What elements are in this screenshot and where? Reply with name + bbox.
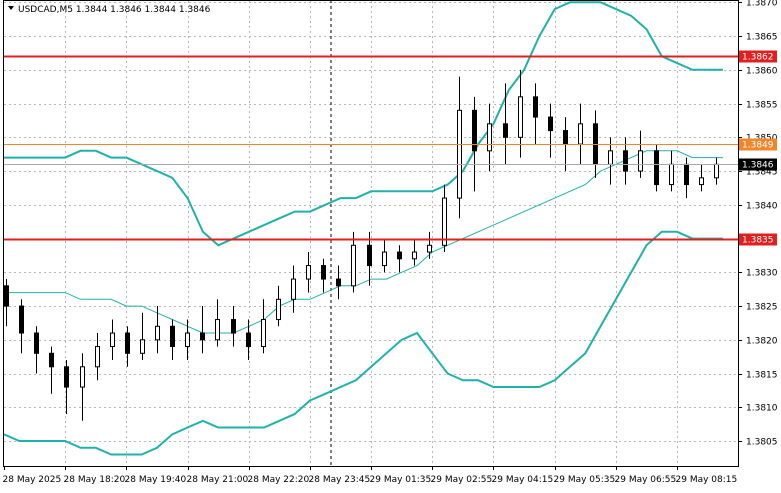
candle xyxy=(276,285,281,327)
time-tick-label: 29 May 01:35 xyxy=(370,475,432,485)
candle xyxy=(623,137,628,185)
candle xyxy=(155,306,160,354)
candle xyxy=(412,238,417,266)
candle xyxy=(336,265,341,300)
candle xyxy=(200,306,205,354)
time-tick-label: 29 May 08:15 xyxy=(676,475,738,485)
time-tick-label: 28 May 19:40 xyxy=(125,475,187,485)
price-tick-label: 1.3825 xyxy=(746,303,778,313)
candle xyxy=(185,319,190,361)
price-tick-label: 1.3865 xyxy=(746,33,778,43)
symbol-header: USDCAD,M5 1.3844 1.3846 1.3844 1.3846 xyxy=(18,5,211,15)
candle xyxy=(427,231,432,259)
candle xyxy=(503,83,508,165)
price-tick-label: 1.3870 xyxy=(746,0,778,9)
candle xyxy=(246,319,251,361)
candle xyxy=(654,144,659,192)
time-tick-label: 29 May 04:15 xyxy=(492,475,554,485)
price-tick-label: 1.3815 xyxy=(746,371,778,381)
candle xyxy=(95,333,100,381)
bollinger-lower-line xyxy=(3,230,723,456)
candle xyxy=(291,265,296,313)
candle xyxy=(4,279,9,327)
current-price-badge xyxy=(739,158,777,171)
candle xyxy=(34,326,39,374)
candle xyxy=(457,76,462,219)
candlesticks xyxy=(4,69,719,421)
bollinger-bands xyxy=(3,1,723,456)
time-tick-label: 28 May 18:20 xyxy=(64,475,126,485)
price-tick-label: 1.3855 xyxy=(746,101,778,111)
candle xyxy=(382,238,387,273)
candle xyxy=(215,299,220,347)
pivot-price-label: 1.3849 xyxy=(742,141,774,151)
candle xyxy=(367,231,372,286)
price-tick-label: 1.3860 xyxy=(746,67,778,77)
candle xyxy=(699,164,704,192)
price-badges: 1.3862 1.3849 1.3835 1.3846 xyxy=(739,50,777,246)
resistance-price-badge xyxy=(739,50,777,63)
candle xyxy=(64,360,69,415)
symbol-dropdown-icon[interactable] xyxy=(8,6,14,10)
candle xyxy=(140,312,145,361)
candle xyxy=(261,299,266,354)
candle xyxy=(231,306,236,347)
time-tick-label: 29 May 05:35 xyxy=(554,475,616,485)
grid xyxy=(4,1,738,466)
candle xyxy=(110,319,115,361)
candle xyxy=(533,83,538,145)
time-tick-label: 28 May 21:00 xyxy=(187,475,249,485)
candle xyxy=(548,103,553,158)
candle xyxy=(638,130,643,178)
horizontal-levels[interactable] xyxy=(4,55,738,241)
candle xyxy=(80,353,85,421)
candle xyxy=(49,346,54,394)
current-price-label: 1.3846 xyxy=(742,161,774,171)
time-tick-label: 28 May 23:45 xyxy=(309,475,371,485)
price-tick-label: 1.3840 xyxy=(746,202,778,212)
price-tick-label: 1.3805 xyxy=(746,438,778,448)
time-tick-label: 29 May 02:55 xyxy=(431,475,493,485)
candle xyxy=(684,157,689,199)
candle xyxy=(125,326,130,367)
candle xyxy=(170,319,175,361)
candle xyxy=(669,150,674,192)
price-tick-label: 1.3810 xyxy=(746,404,778,414)
candle xyxy=(397,245,402,273)
bollinger-upper-line xyxy=(4,1,723,247)
support-price-badge xyxy=(739,233,777,246)
candle xyxy=(487,103,492,172)
candle xyxy=(714,157,719,185)
time-axis: 28 May 2025 28 May 18:20 28 May 19:40 28 Ma… xyxy=(3,466,738,485)
candle xyxy=(321,258,326,293)
support-price-label: 1.3835 xyxy=(742,236,774,246)
pivot-price-badge xyxy=(739,138,777,151)
candle xyxy=(518,69,523,158)
candle xyxy=(442,184,447,253)
candle xyxy=(19,299,24,354)
price-tick-label: 1.3830 xyxy=(746,269,778,279)
candle xyxy=(578,103,583,165)
bollinger-middle-line xyxy=(4,150,723,334)
time-tick-label: 28 May 2025 xyxy=(3,475,62,485)
time-tick-label: 29 May 06:55 xyxy=(615,475,677,485)
candle xyxy=(306,252,311,293)
price-tick-label: 1.3845 xyxy=(746,168,778,178)
resistance-price-label: 1.3862 xyxy=(742,53,774,63)
candle xyxy=(351,231,356,293)
price-axis: 1.38701.38651.38601.38551.38501.38451.38… xyxy=(738,0,778,448)
price-tick-label: 1.3820 xyxy=(746,337,778,347)
time-tick-label: 28 May 22:20 xyxy=(248,475,310,485)
